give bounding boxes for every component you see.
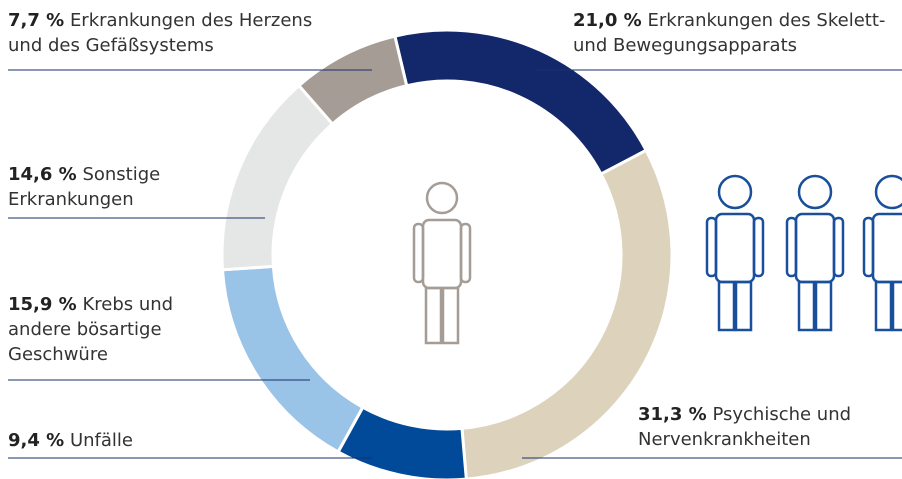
person-icon: [412, 181, 472, 345]
value-label: 31,3 %: [638, 404, 707, 425]
value-label: 14,6 %: [8, 164, 77, 185]
category-label: Krebs und andere bösartige Geschwüre: [8, 294, 174, 365]
segment-label: 9,4 % Unfälle: [8, 428, 208, 453]
segment-label: 7,7 % Erkrankungen des Herzens und des G…: [8, 8, 338, 58]
segment-label: 15,9 % Krebs und andere bösartige Geschw…: [8, 292, 198, 367]
category-label: Unfälle: [69, 430, 133, 451]
people-icons: [705, 174, 902, 332]
segment-label: 21,0 % Erkrankungen des Skelett- und Bew…: [573, 8, 902, 58]
segment-label: 14,6 % Sonstige Erkrankungen: [8, 162, 198, 212]
category-label: Erkrankungen des Herzens und des Gefäßsy…: [8, 10, 313, 56]
category-label: Sonstige Erkrankungen: [8, 164, 161, 210]
donut-segment: [460, 148, 674, 479]
category-label: Erkrankungen des Skelett- und Bewegungsa…: [573, 10, 886, 56]
segment-label: 31,3 % Psychische und Nervenkrankheiten: [638, 402, 898, 452]
donut-segment: [220, 83, 335, 272]
category-label: Psychische und Nervenkrankheiten: [638, 404, 852, 450]
value-label: 9,4 %: [8, 430, 65, 451]
value-label: 15,9 %: [8, 294, 77, 315]
value-label: 7,7 %: [8, 10, 65, 31]
donut-segment: [296, 34, 409, 127]
donut-segment: [220, 264, 365, 454]
value-label: 21,0 %: [573, 10, 642, 31]
